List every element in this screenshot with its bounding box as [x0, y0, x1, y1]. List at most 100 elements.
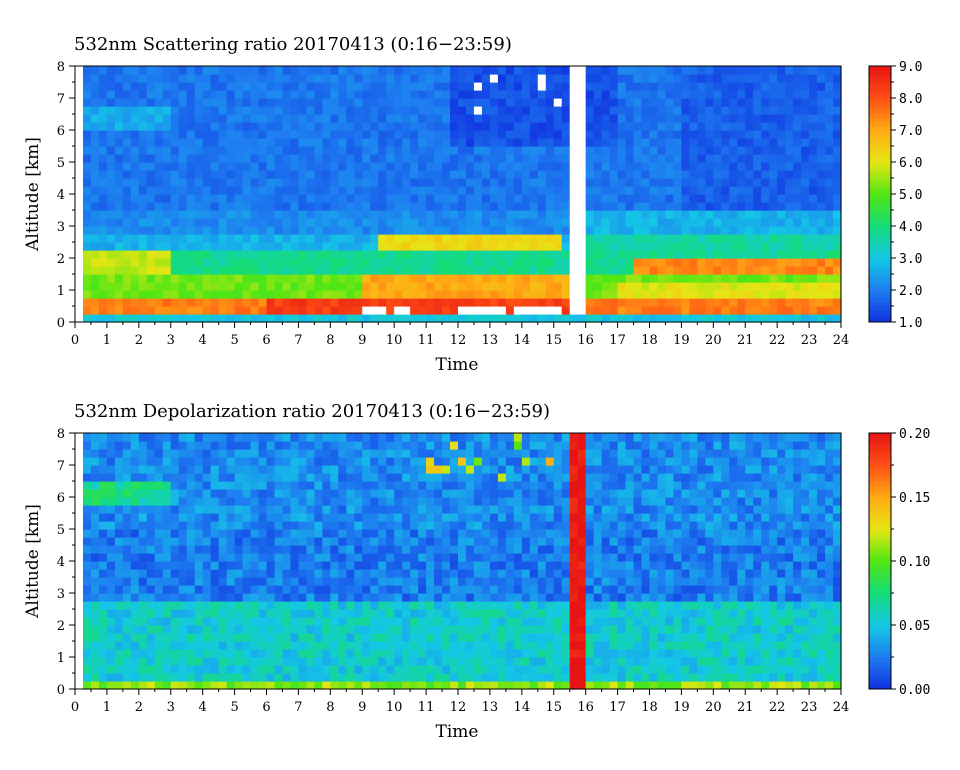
- heatmap-cell: [138, 90, 148, 99]
- heatmap-cell: [745, 210, 754, 219]
- heatmap-cell: [330, 577, 339, 586]
- heatmap-cell: [410, 681, 419, 690]
- heatmap-cell: [146, 681, 156, 690]
- heatmap-cell: [226, 282, 236, 291]
- heatmap-cell: [290, 481, 300, 490]
- heatmap-cell: [489, 234, 499, 243]
- heatmap-cell: [362, 569, 371, 578]
- heatmap-cell: [98, 585, 108, 594]
- heatmap-cell: [402, 98, 411, 107]
- heatmap-cell: [713, 314, 722, 323]
- heatmap-cell: [210, 82, 220, 91]
- heatmap-cell: [146, 585, 156, 594]
- heatmap-cell: [234, 633, 244, 642]
- heatmap-cell: [625, 306, 635, 315]
- heatmap-cell: [697, 122, 706, 131]
- heatmap-cell: [450, 441, 459, 450]
- heatmap-cell: [314, 673, 323, 682]
- heatmap-cell: [649, 234, 659, 243]
- heatmap-cell: [625, 74, 635, 83]
- heatmap-cell: [226, 657, 236, 666]
- heatmap-cell: [545, 226, 555, 235]
- heatmap-cell: [146, 194, 156, 203]
- heatmap-cell: [601, 194, 611, 203]
- heatmap-cell: [657, 210, 667, 219]
- heatmap-cell: [410, 513, 419, 522]
- heatmap-cell: [266, 242, 276, 251]
- heatmap-cell: [681, 178, 690, 187]
- heatmap-cell: [370, 74, 379, 83]
- heatmap-cell: [298, 130, 307, 139]
- heatmap-cell: [210, 593, 220, 602]
- heatmap-cell: [434, 465, 443, 474]
- heatmap-cell: [442, 66, 451, 75]
- heatmap-cell: [226, 178, 236, 187]
- heatmap-cell: [553, 186, 563, 195]
- heatmap-cell: [769, 74, 778, 83]
- heatmap-cell: [721, 234, 730, 243]
- heatmap-cell: [513, 130, 523, 139]
- heatmap-cell: [178, 673, 188, 682]
- heatmap-cell: [394, 258, 403, 267]
- heatmap-cell: [450, 609, 459, 618]
- heatmap-cell: [306, 641, 315, 650]
- heatmap-cell: [266, 146, 276, 155]
- heatmap-cell: [370, 314, 379, 323]
- heatmap-cell: [370, 657, 379, 666]
- heatmap-cell: [202, 513, 212, 522]
- heatmap-cell: [362, 641, 371, 650]
- heatmap-cell: [346, 170, 355, 179]
- heatmap-cell: [689, 218, 698, 227]
- heatmap-cell: [138, 178, 148, 187]
- heatmap-cell: [330, 681, 339, 690]
- heatmap-cell: [274, 441, 284, 450]
- heatmap-cell: [569, 266, 579, 275]
- heatmap-cell: [434, 282, 443, 291]
- heatmap-cell: [442, 250, 451, 259]
- colorbar-segment: [869, 198, 891, 203]
- heatmap-cell: [306, 473, 315, 482]
- heatmap-cell: [577, 146, 587, 155]
- heatmap-cell: [194, 186, 204, 195]
- heatmap-cell: [370, 617, 379, 626]
- heatmap-cell: [218, 90, 228, 99]
- heatmap-cell: [146, 138, 156, 147]
- heatmap-cell: [793, 290, 802, 299]
- heatmap-cell: [138, 433, 148, 442]
- heatmap-cell: [497, 162, 507, 171]
- heatmap-cell: [106, 194, 116, 203]
- heatmap-cell: [513, 250, 523, 259]
- heatmap-cell: [481, 250, 491, 259]
- heatmap-cell: [258, 673, 268, 682]
- heatmap-cell: [521, 162, 531, 171]
- colorbar-segment: [869, 302, 891, 307]
- heatmap-cell: [513, 66, 523, 75]
- heatmap-cell: [649, 258, 659, 267]
- heatmap-cell: [529, 162, 539, 171]
- heatmap-cell: [234, 569, 244, 578]
- heatmap-cell: [609, 90, 619, 99]
- heatmap-cell: [242, 82, 252, 91]
- heatmap-cell: [154, 601, 164, 610]
- heatmap-cell: [234, 585, 244, 594]
- heatmap-cell: [489, 90, 499, 99]
- heatmap-cell: [330, 521, 339, 530]
- heatmap-cell: [218, 178, 228, 187]
- heatmap-cell: [505, 274, 515, 283]
- heatmap-cell: [162, 194, 172, 203]
- x-tick-label: 20: [705, 333, 722, 348]
- heatmap-cell: [242, 665, 252, 674]
- heatmap-cell: [218, 489, 228, 498]
- heatmap-cell: [362, 250, 371, 259]
- heatmap-cell: [362, 505, 371, 514]
- heatmap-cell: [825, 66, 834, 75]
- heatmap-cell: [250, 74, 260, 83]
- heatmap-cell: [561, 106, 571, 115]
- heatmap-cell: [154, 489, 164, 498]
- heatmap-cell: [777, 290, 786, 299]
- heatmap-cell: [266, 481, 276, 490]
- heatmap-cell: [801, 90, 810, 99]
- heatmap-cell: [801, 218, 810, 227]
- heatmap-cell: [505, 210, 515, 219]
- heatmap-cell: [242, 633, 252, 642]
